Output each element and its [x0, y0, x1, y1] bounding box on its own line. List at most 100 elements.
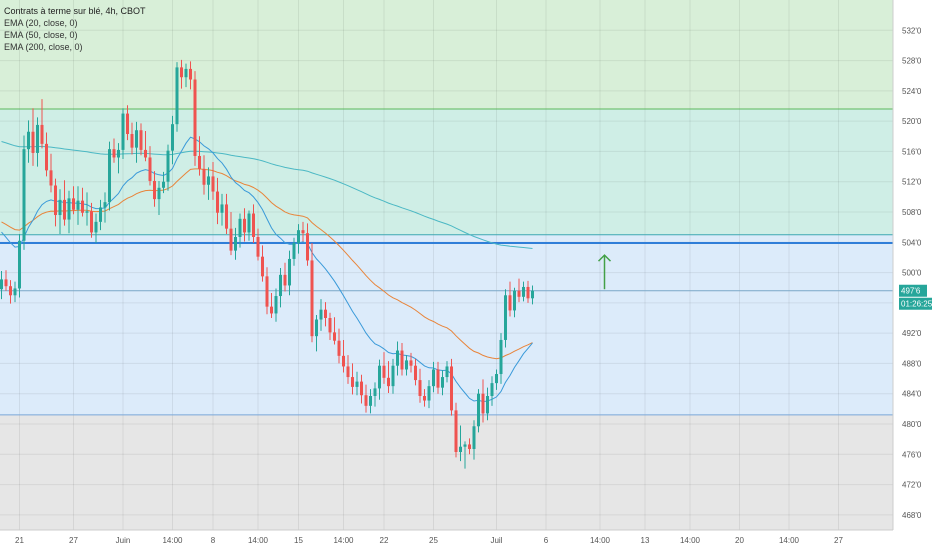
candle-63[interactable] [283, 262, 287, 292]
candle-110[interactable] [495, 369, 498, 390]
candle-22[interactable] [99, 199, 102, 231]
candle-25[interactable] [112, 138, 116, 163]
candle-113[interactable] [508, 281, 512, 317]
candle-68[interactable] [306, 223, 309, 266]
candle-90[interactable] [405, 355, 408, 376]
candle-3[interactable] [13, 281, 17, 303]
candle-86[interactable] [387, 361, 390, 393]
candle-95[interactable] [427, 380, 431, 409]
candle-52[interactable] [234, 227, 237, 260]
candle-65[interactable] [292, 237, 296, 266]
candle-67[interactable] [301, 221, 305, 242]
candle-55[interactable] [247, 210, 251, 241]
candle-23[interactable] [103, 192, 107, 223]
legend-ema20[interactable]: EMA (20, close, 0) [4, 18, 78, 28]
candlesticks[interactable] [0, 59, 534, 469]
candle-71[interactable] [319, 299, 323, 331]
candle-31[interactable] [139, 123, 143, 156]
candle-45[interactable] [202, 155, 206, 195]
candle-49[interactable] [220, 193, 224, 226]
candle-112[interactable] [504, 289, 507, 348]
candle-85[interactable] [382, 352, 386, 384]
candle-96[interactable] [432, 361, 435, 393]
candle-32[interactable] [144, 130, 147, 162]
candle-30[interactable] [135, 121, 138, 163]
candle-82[interactable] [369, 389, 372, 414]
candle-99[interactable] [445, 361, 449, 383]
candle-44[interactable] [198, 136, 201, 176]
candle-103[interactable] [463, 441, 467, 469]
candle-69[interactable] [310, 243, 314, 343]
candle-66[interactable] [297, 224, 300, 254]
candle-42[interactable] [189, 61, 192, 90]
candle-80[interactable] [360, 374, 363, 404]
legend-ema200[interactable]: EMA (200, close, 0) [4, 42, 83, 52]
candle-8[interactable] [36, 117, 39, 167]
candle-19[interactable] [85, 192, 89, 226]
candle-93[interactable] [418, 368, 422, 403]
candle-104[interactable] [468, 438, 471, 455]
candle-79[interactable] [355, 371, 359, 396]
candle-28[interactable] [126, 105, 129, 141]
candle-18[interactable] [81, 187, 84, 217]
candle-15[interactable] [67, 190, 71, 234]
candle-72[interactable] [324, 302, 327, 327]
candle-35[interactable] [157, 180, 161, 216]
candle-108[interactable] [486, 387, 489, 421]
candle-73[interactable] [328, 312, 332, 340]
candle-87[interactable] [391, 358, 395, 394]
candle-74[interactable] [333, 317, 336, 345]
candle-27[interactable] [121, 108, 125, 159]
candle-56[interactable] [252, 204, 255, 244]
candle-84[interactable] [378, 359, 381, 400]
candle-76[interactable] [342, 339, 345, 373]
candle-111[interactable] [499, 333, 503, 384]
candle-109[interactable] [490, 376, 494, 406]
candle-43[interactable] [193, 71, 197, 166]
candle-38[interactable] [171, 115, 174, 165]
candle-46[interactable] [207, 167, 210, 200]
candle-101[interactable] [454, 402, 458, 458]
candle-114[interactable] [513, 287, 516, 318]
candle-10[interactable] [45, 132, 48, 177]
candle-6[interactable] [27, 120, 30, 163]
candle-91[interactable] [409, 352, 413, 373]
candle-115[interactable] [517, 278, 521, 303]
candle-0[interactable] [0, 271, 3, 300]
candle-2[interactable] [9, 280, 12, 304]
candle-41[interactable] [184, 63, 188, 88]
candle-48[interactable] [216, 177, 219, 225]
candle-94[interactable] [423, 389, 426, 407]
candle-26[interactable] [117, 143, 120, 174]
candle-24[interactable] [108, 141, 111, 211]
candle-39[interactable] [175, 62, 179, 132]
candle-70[interactable] [315, 314, 318, 352]
candle-7[interactable] [31, 108, 35, 166]
candle-106[interactable] [477, 389, 480, 433]
candle-53[interactable] [238, 213, 242, 248]
price-axis[interactable]: 532'0 528'0 524'0 520'0 516'0 512'0 508'0 504'0… [892, 0, 922, 530]
candle-17[interactable] [76, 186, 80, 225]
time-axis[interactable]: 21 27 Juin 14:00 8 14:00 15 14:00 22 25 Juil 6 14:00… [0, 529, 893, 545]
candle-97[interactable] [436, 361, 440, 394]
candle-105[interactable] [472, 420, 476, 460]
candle-34[interactable] [153, 171, 156, 207]
candle-29[interactable] [130, 122, 134, 155]
candle-33[interactable] [148, 146, 152, 186]
candle-60[interactable] [270, 293, 273, 318]
candle-102[interactable] [459, 425, 462, 462]
candle-118[interactable] [531, 285, 534, 305]
candle-13[interactable] [58, 189, 62, 234]
candle-59[interactable] [265, 267, 269, 315]
candle-14[interactable] [63, 180, 66, 226]
candle-64[interactable] [288, 250, 291, 296]
candle-54[interactable] [243, 208, 246, 242]
candle-21[interactable] [94, 213, 98, 244]
candle-107[interactable] [481, 379, 485, 423]
candle-36[interactable] [162, 171, 165, 194]
candle-81[interactable] [364, 384, 368, 413]
candle-40[interactable] [180, 59, 183, 89]
candle-117[interactable] [526, 280, 530, 303]
candle-58[interactable] [261, 245, 264, 282]
